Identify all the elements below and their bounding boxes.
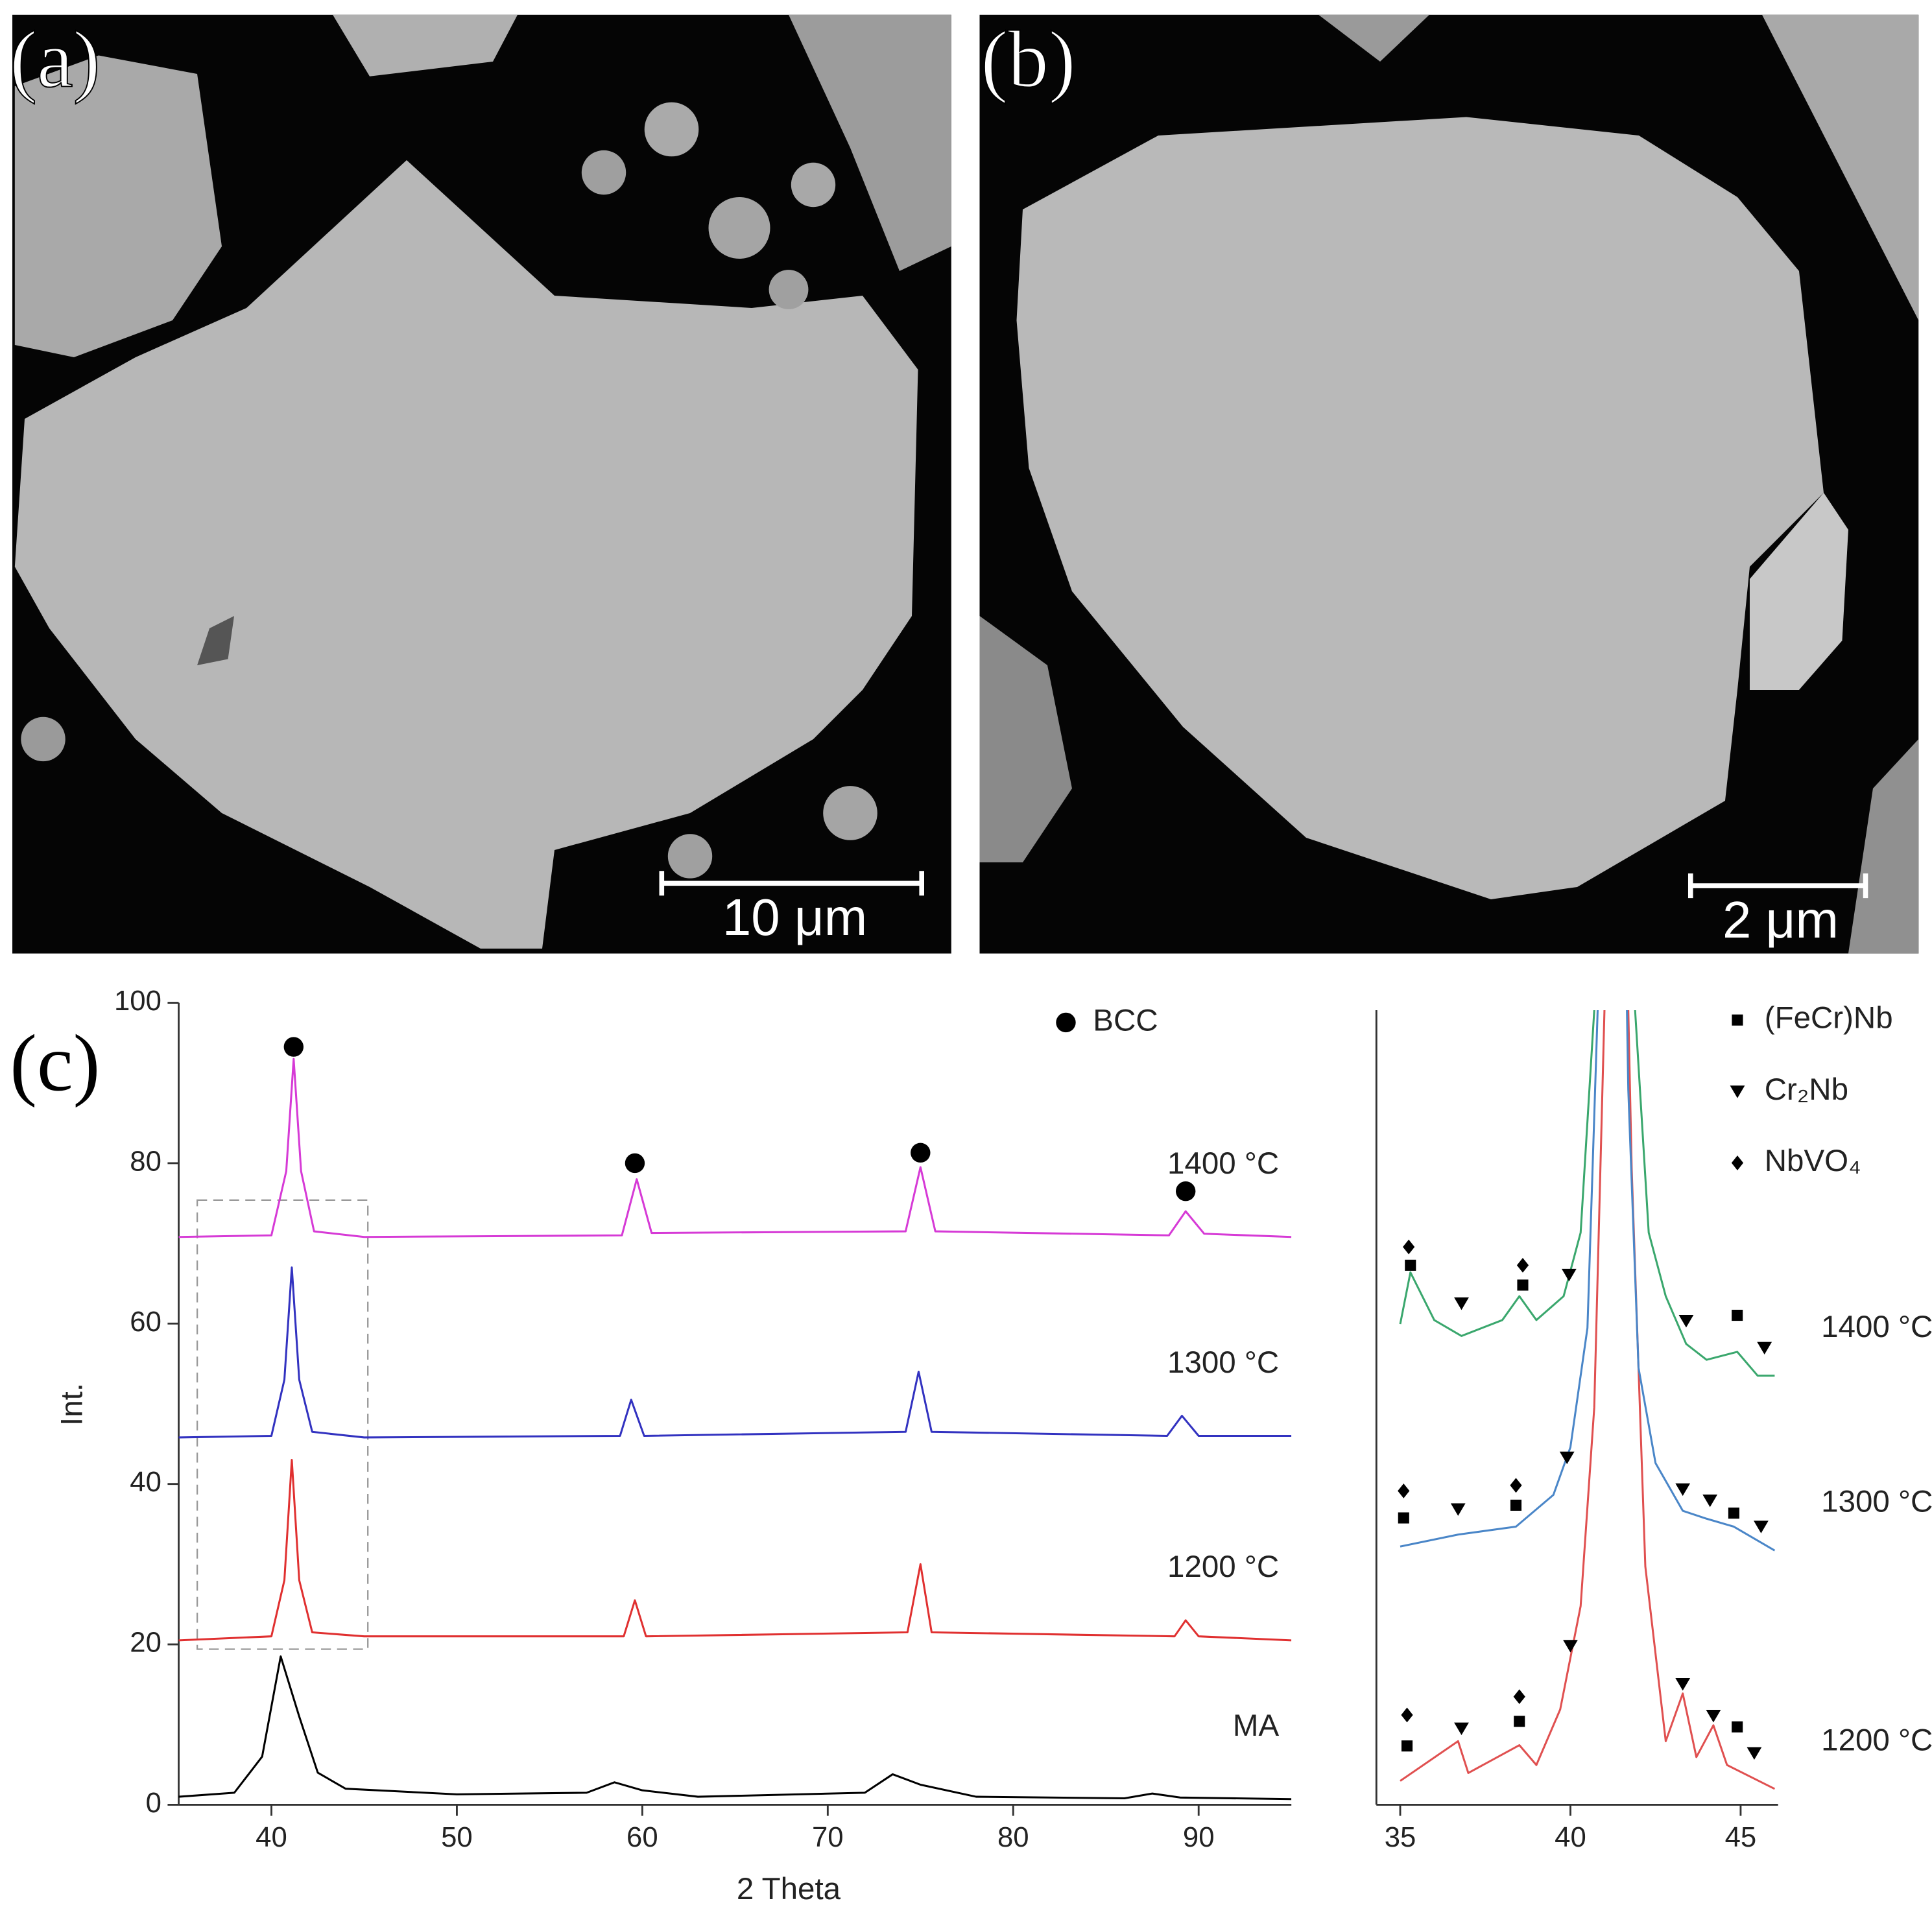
marker	[1757, 1342, 1772, 1355]
series-line	[178, 1266, 1292, 1439]
legend-label: NbVO₄	[1765, 1144, 1861, 1178]
marker	[1405, 1259, 1416, 1271]
marker	[1747, 1747, 1762, 1760]
plot-area	[1399, 1010, 1776, 1790]
marker	[1561, 1268, 1577, 1282]
marker	[1678, 1315, 1694, 1328]
y-tick-label: 0	[146, 1787, 161, 1819]
marker	[1563, 1640, 1578, 1653]
x-tick-label: 60	[626, 1821, 658, 1853]
marker	[1510, 1478, 1522, 1493]
inset-region	[196, 1199, 369, 1650]
sem-image-a: 10 μm (a)	[9, 14, 951, 954]
y-tick-label: 60	[130, 1306, 161, 1338]
series-line	[1399, 1010, 1775, 1377]
series-label: 1200 °C	[1167, 1550, 1279, 1584]
series-line	[178, 1459, 1292, 1642]
marker	[1401, 1707, 1413, 1723]
panel-label: (a)	[10, 14, 100, 104]
series-line	[178, 1058, 1292, 1238]
series-label: 1300 °C	[1821, 1485, 1932, 1519]
marker	[625, 1153, 645, 1174]
series-label: MA	[1233, 1709, 1280, 1743]
legend-label: BCC	[1093, 1004, 1158, 1038]
y-axis-label: Int.	[55, 1383, 89, 1426]
x-tick-label: 50	[441, 1821, 473, 1853]
marker	[1706, 1710, 1721, 1723]
x-tick-label: 35	[1385, 1821, 1416, 1853]
legend-marker	[1732, 1014, 1743, 1026]
legend-marker	[1056, 1012, 1076, 1033]
marker	[1517, 1279, 1529, 1291]
scale-bar-label: 2 μm	[1723, 891, 1839, 949]
series-line	[1400, 1010, 1776, 1552]
x-tick-label: 40	[1555, 1821, 1586, 1853]
marker	[1516, 1257, 1529, 1273]
marker	[1175, 1181, 1196, 1201]
legend-label: (FeCr)Nb	[1765, 1001, 1893, 1035]
y-tick-label: 40	[130, 1466, 161, 1498]
series-line	[1400, 1010, 1776, 1790]
marker	[1398, 1512, 1409, 1524]
marker	[1401, 1740, 1413, 1752]
marker	[1450, 1503, 1466, 1516]
y-tick-label: 100	[114, 985, 161, 1017]
legend-label: Cr₂Nb	[1765, 1072, 1848, 1107]
panel-label: (b)	[981, 14, 1075, 104]
marker	[911, 1142, 931, 1163]
marker	[1403, 1239, 1415, 1255]
marker	[1675, 1678, 1691, 1691]
marker	[1454, 1297, 1469, 1310]
x-tick-label: 40	[256, 1821, 287, 1853]
marker	[1559, 1451, 1575, 1465]
x-axis-label: 2 Theta	[737, 1872, 841, 1906]
marker	[1754, 1520, 1769, 1533]
marker	[1728, 1508, 1739, 1519]
sem-image-b: 2 μm (b)	[979, 14, 1919, 954]
y-tick-label: 20	[130, 1627, 161, 1659]
x-tick-label: 45	[1725, 1821, 1757, 1853]
plot-area	[178, 1058, 1292, 1801]
x-tick-label: 80	[997, 1821, 1029, 1853]
x-tick-label: 70	[812, 1821, 844, 1853]
legend-marker	[1730, 1085, 1745, 1098]
marker	[1514, 1716, 1525, 1727]
series-label: 1400 °C	[1167, 1146, 1279, 1181]
x-tick-label: 90	[1183, 1821, 1215, 1853]
series-label: 1300 °C	[1167, 1345, 1279, 1380]
series-label: 1400 °C	[1821, 1310, 1932, 1344]
marker	[1398, 1483, 1410, 1498]
series-line	[178, 1655, 1292, 1801]
marker	[1454, 1722, 1469, 1736]
marker	[1510, 1499, 1522, 1511]
scale-bar-label: 10 μm	[722, 888, 867, 946]
marker	[1732, 1721, 1743, 1733]
panel-label: (c)	[10, 1019, 100, 1109]
series-label: 1200 °C	[1821, 1723, 1932, 1757]
marker	[1513, 1689, 1525, 1705]
legend-marker	[1731, 1155, 1744, 1170]
y-tick-label: 80	[130, 1145, 161, 1177]
marker	[1675, 1483, 1691, 1496]
marker	[1732, 1309, 1743, 1321]
marker	[283, 1037, 304, 1057]
marker	[1702, 1494, 1718, 1508]
